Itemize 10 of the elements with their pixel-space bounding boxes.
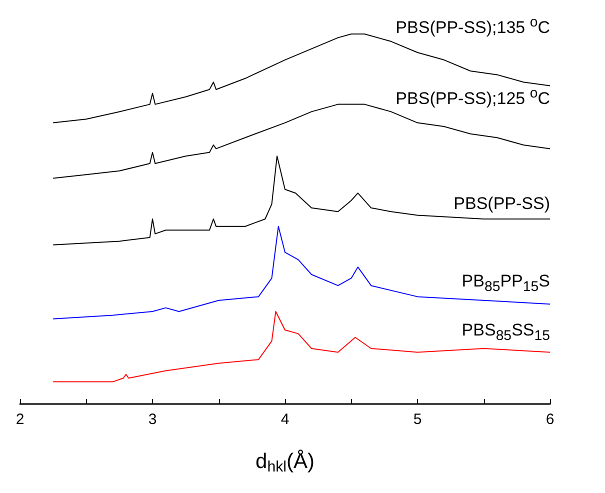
x-tick-label: 5 bbox=[413, 411, 422, 428]
series-label: PBS(PP-SS);135 $^{o}$C bbox=[396, 14, 550, 38]
series-label: PBS$_{85}$SS$_{15}$ bbox=[462, 320, 550, 346]
series-label: PBS(PP-SS) bbox=[454, 194, 550, 214]
series-label: PB$_{85}$PP$_{15}$S bbox=[462, 271, 550, 297]
series-label: PBS(PP-SS);125 $^{o}$C bbox=[396, 84, 550, 109]
x-tick-label: 6 bbox=[546, 411, 554, 428]
x-tick-label: 2 bbox=[16, 411, 24, 428]
x-tick-label: 3 bbox=[148, 411, 157, 428]
x-tick-label: 4 bbox=[280, 411, 290, 428]
